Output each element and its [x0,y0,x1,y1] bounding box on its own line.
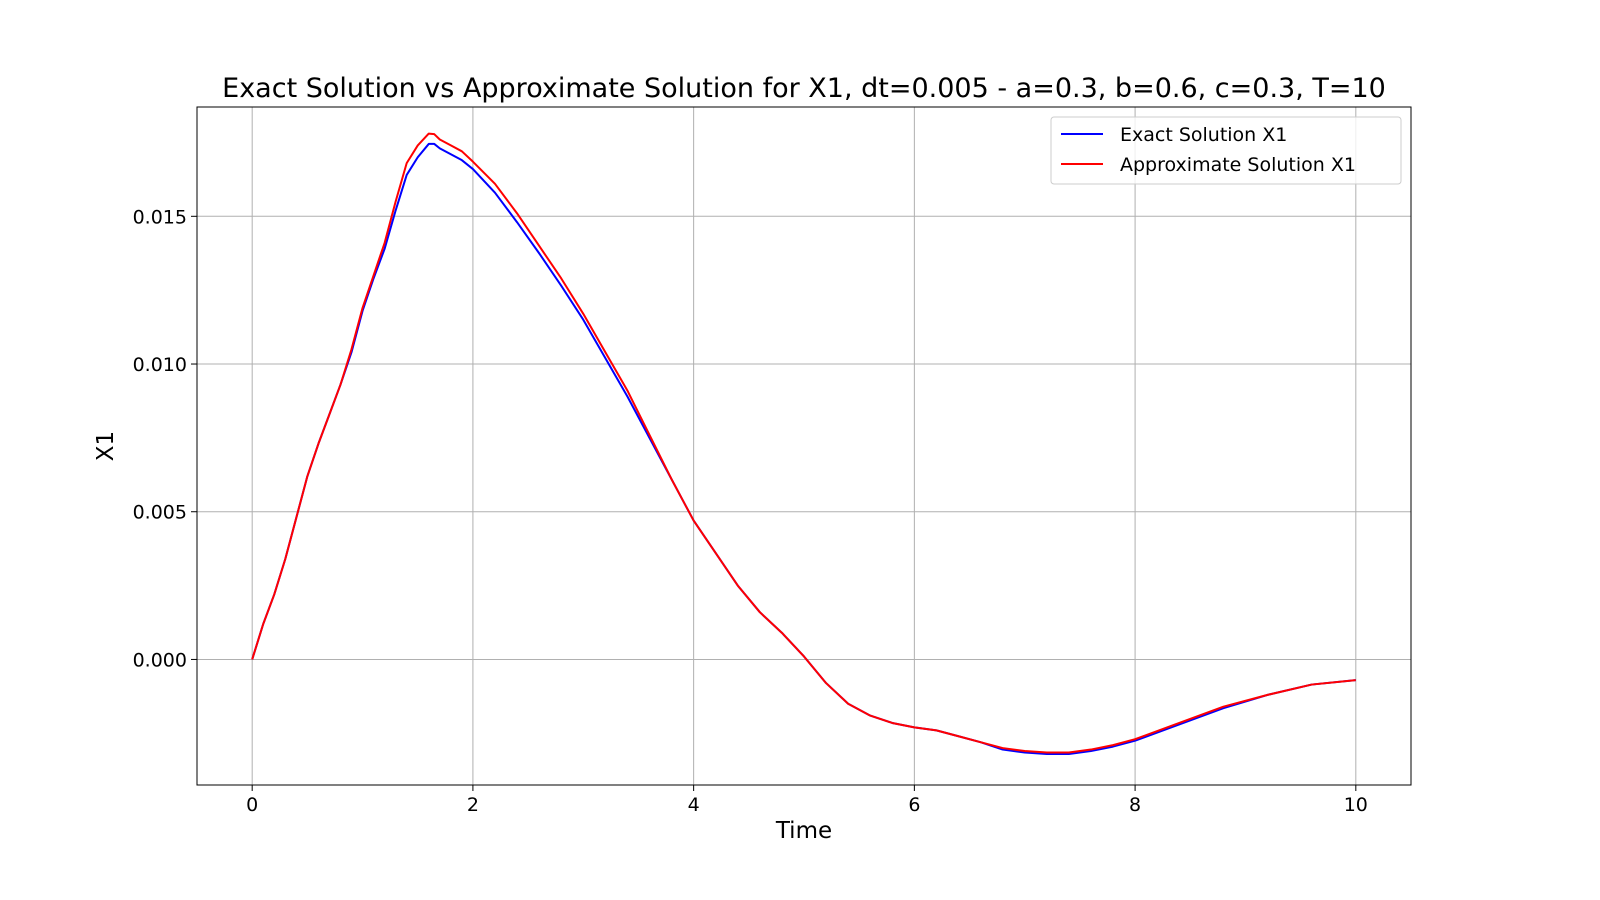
x-tick-label: 2 [467,794,479,816]
series-line-2 [251,132,1356,754]
legend: Exact Solution X1 Approximate Solution X1 [1050,116,1402,185]
legend-label: Approximate Solution X1 [1120,154,1356,176]
x-tick-label: 0 [246,794,258,816]
grid [197,107,1411,785]
y-tick-label: 0.010 [133,354,187,376]
series-lines [251,132,1356,755]
x-axis-label: Time [775,818,832,844]
y-axis-label: X1 [93,431,119,461]
x-tick-label: 8 [1129,794,1141,816]
legend-box [1050,116,1402,185]
legend-label: Exact Solution X1 [1120,124,1287,146]
x-tick-label: 10 [1344,794,1368,816]
y-tick-label: 0.005 [133,502,187,524]
axis-ticks: 0 2 4 6 8 10 0.000 0.005 0.010 0.015 [133,206,1368,816]
y-tick-label: 0.015 [133,206,187,228]
y-tick-label: 0.000 [133,649,187,671]
x-tick-label: 6 [908,794,920,816]
plot-area-frame [196,106,1412,786]
x-tick-label: 4 [688,794,700,816]
chart-title: Exact Solution vs Approximate Solution f… [222,73,1386,104]
